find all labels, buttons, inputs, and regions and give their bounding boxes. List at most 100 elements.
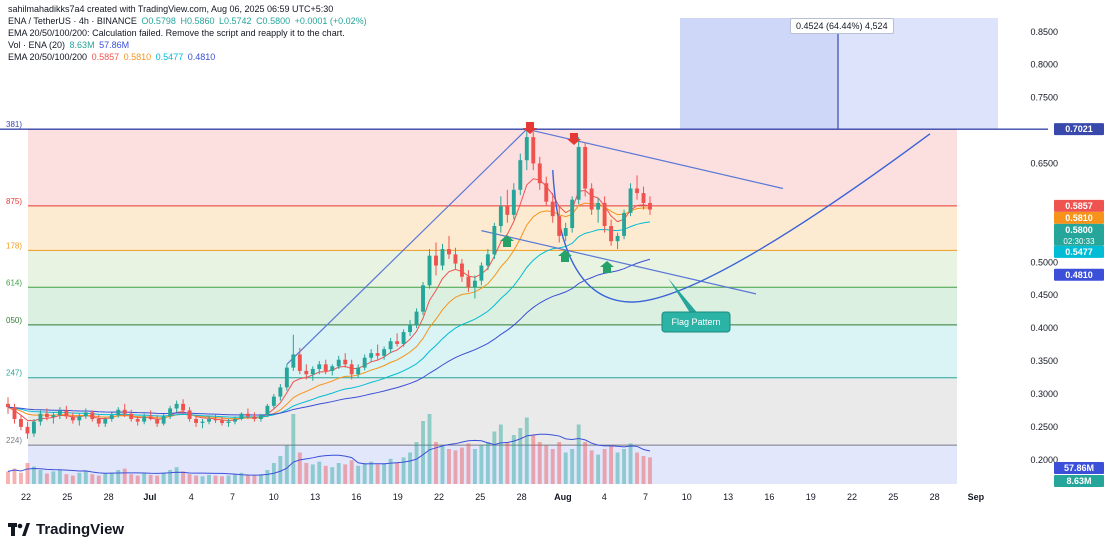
candle-body [382,349,387,356]
volume-bar [356,465,361,484]
time-axis[interactable]: 22 25 28 Jul 4 7 10 13 16 19 22 25 28 Aug 4 7 10 13 16 19 22… [21,492,985,502]
candle-body [343,359,348,365]
candle-body [200,421,205,423]
price-tick-label: 0.4500 [1030,290,1058,300]
price-badge-label: 0.5810 [1065,213,1093,223]
fib-level-label: 224) [6,436,22,445]
ema-legend[interactable]: EMA 20/50/100/200 0.5857 0.5810 0.5477 0… [8,52,215,63]
candle-body [258,415,263,419]
volume-bar [576,424,581,484]
fib-level-label: 875) [6,197,22,206]
volume-bar [518,428,523,484]
fib-level-label: 381) [6,120,22,129]
volume-bar [142,473,147,484]
fib-band [28,324,957,378]
candle-body [576,147,581,200]
low-value: L0.5742 [219,16,252,26]
fib-band [28,287,957,325]
volume-bar [103,473,108,484]
candle-body [531,137,536,164]
candle-body [511,189,516,215]
volume-bar [31,466,36,484]
time-tick-label: 28 [104,492,114,502]
candle-body [563,228,568,236]
volume-bar [200,476,205,484]
volume-bar [155,475,160,484]
candle-body [388,341,393,350]
price-tick-label: 0.2000 [1030,455,1058,465]
candle-body [77,416,82,421]
fib-level-label: 614) [6,278,22,287]
price-badge-label: 0.5800 [1065,225,1093,235]
candle-body [518,160,523,190]
time-tick-label: 25 [475,492,485,502]
sell-arrow [567,133,581,145]
candle-body [109,415,114,419]
volume-bar [505,442,510,484]
candle-body [64,410,69,417]
fibonacci-bands [28,129,957,484]
candle-body [609,226,614,242]
fib-band [28,445,957,484]
volume-bar [635,452,639,484]
candle-body [304,370,309,375]
candle-body [129,413,134,419]
candle-body [622,212,627,236]
candle-body [635,188,639,194]
price-badge [1054,245,1104,258]
volume-bar [537,442,542,484]
tradingview-logo[interactable]: TradingView [8,521,124,538]
volume-bar [622,449,627,484]
candle-body [168,408,173,417]
price-badge [1054,211,1104,224]
time-tick-label: 13 [723,492,733,502]
candle-body [187,410,192,419]
tradingview-logo-icon [8,523,30,536]
candle-body [19,418,23,427]
volume-bar [129,474,134,484]
volume-bar [434,442,438,484]
volume-ma-line [7,433,651,476]
volume-badge [1054,462,1104,474]
open-value: O0.5798 [141,16,176,26]
candle-body [103,418,108,424]
price-axis[interactable]: 0.8500 0.8000 0.7500 0.6500 0.5000 0.4500 0.40… [1030,27,1058,465]
volume-bar [174,467,179,484]
cup-curve [552,133,931,303]
volume-bar [213,475,218,484]
volume-bar [524,417,529,484]
volume-bar [51,471,56,484]
candle-body [174,403,179,409]
buy-arrow [558,250,572,262]
volume-bar [641,456,646,484]
candle-body [583,147,588,189]
candle-body [161,416,166,424]
ema100-value: 0.5477 [155,52,184,62]
volume-bar [427,414,432,484]
symbol-title[interactable]: ENA / TetherUS · 4h · BINANCE [8,16,137,26]
price-tick-label: 0.8500 [1030,27,1058,37]
candle-body [459,263,464,277]
candle-body [284,367,289,388]
volume-bar [323,465,328,484]
candle-body [6,403,10,408]
candle-body [155,418,160,424]
time-tick-label: 10 [269,492,279,502]
volume-bar [12,468,17,484]
candle-body [401,332,406,344]
volume-bar [466,443,471,484]
candle-body [194,418,199,423]
volume-value-1: 8.63M [69,40,95,50]
volume-bar [615,452,620,484]
candle-body [440,249,445,266]
volume-bar [602,449,607,484]
volume-legend[interactable]: Vol · ENA (20) 8.63M 57.86M [8,40,129,51]
time-tick-label: 16 [351,492,361,502]
price-tick-label: 0.7500 [1030,93,1058,103]
volume-bar [498,424,503,484]
time-tick-label: 7 [230,492,235,502]
candle-body [570,199,575,229]
volume-bar [304,463,309,484]
volume-bar [161,472,166,484]
